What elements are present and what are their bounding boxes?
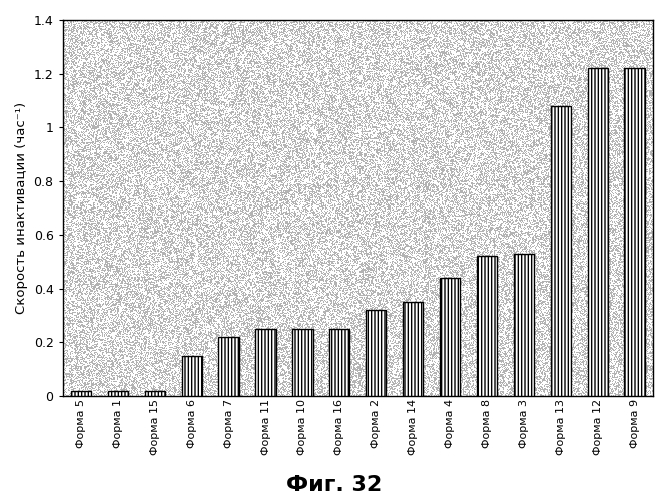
Bar	[218, 337, 238, 396]
Bar	[71, 390, 91, 396]
Bar	[514, 254, 534, 396]
Bar	[550, 106, 571, 396]
Bar	[587, 68, 608, 396]
Bar	[625, 68, 645, 396]
Bar	[293, 329, 313, 396]
Bar	[182, 356, 202, 396]
Bar	[108, 390, 128, 396]
Y-axis label: Скорость инактивации (час⁻¹): Скорость инактивации (час⁻¹)	[15, 102, 28, 314]
Bar	[329, 329, 349, 396]
Bar	[145, 390, 165, 396]
Bar	[255, 329, 276, 396]
Bar	[403, 302, 424, 396]
Bar	[477, 256, 497, 396]
Bar	[366, 310, 386, 396]
Bar	[440, 278, 460, 396]
Text: Фиг. 32: Фиг. 32	[286, 475, 382, 495]
